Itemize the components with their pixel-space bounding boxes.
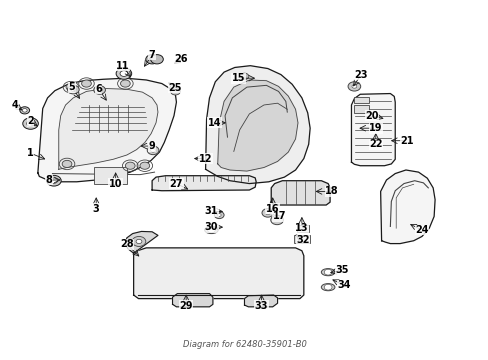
- Circle shape: [67, 85, 79, 94]
- Text: 25: 25: [168, 83, 182, 93]
- Polygon shape: [172, 294, 212, 307]
- Polygon shape: [271, 181, 329, 205]
- Polygon shape: [38, 78, 176, 182]
- Circle shape: [66, 84, 76, 91]
- Bar: [296, 225, 308, 232]
- Text: 6: 6: [95, 84, 102, 94]
- Text: 7: 7: [148, 50, 155, 60]
- Circle shape: [120, 80, 130, 87]
- Circle shape: [214, 211, 224, 219]
- Circle shape: [324, 284, 331, 290]
- Text: 10: 10: [109, 179, 122, 189]
- Circle shape: [132, 237, 145, 247]
- Circle shape: [240, 73, 248, 80]
- Circle shape: [71, 88, 76, 91]
- Text: 19: 19: [368, 123, 382, 133]
- Text: 17: 17: [272, 211, 285, 221]
- Text: 23: 23: [354, 69, 367, 80]
- Circle shape: [217, 213, 221, 216]
- Text: 1: 1: [27, 148, 34, 158]
- Polygon shape: [205, 66, 309, 184]
- Circle shape: [116, 68, 131, 79]
- Text: 27: 27: [169, 179, 183, 189]
- Circle shape: [347, 82, 360, 91]
- Text: 12: 12: [199, 154, 212, 163]
- Polygon shape: [125, 231, 158, 253]
- Polygon shape: [59, 89, 158, 169]
- Circle shape: [150, 149, 155, 152]
- Ellipse shape: [204, 226, 218, 234]
- Text: 29: 29: [179, 301, 192, 311]
- Ellipse shape: [321, 284, 334, 291]
- Text: 21: 21: [400, 136, 413, 146]
- Text: 30: 30: [204, 222, 218, 232]
- Circle shape: [145, 55, 158, 64]
- Circle shape: [97, 88, 102, 92]
- Circle shape: [262, 208, 273, 217]
- Bar: [94, 167, 126, 184]
- Text: 2: 2: [27, 116, 34, 126]
- Ellipse shape: [321, 269, 334, 276]
- Text: 35: 35: [334, 265, 348, 275]
- Circle shape: [46, 175, 61, 186]
- Text: 3: 3: [93, 203, 100, 213]
- Circle shape: [22, 109, 27, 112]
- Polygon shape: [351, 94, 394, 166]
- Circle shape: [20, 107, 30, 114]
- Text: 9: 9: [148, 141, 155, 151]
- Text: 34: 34: [337, 280, 350, 291]
- Circle shape: [150, 55, 163, 64]
- Circle shape: [125, 162, 135, 169]
- Text: 15: 15: [231, 73, 245, 83]
- Text: 13: 13: [295, 223, 308, 233]
- Circle shape: [50, 178, 58, 183]
- Text: 16: 16: [265, 203, 279, 213]
- Text: 14: 14: [207, 118, 221, 128]
- Circle shape: [23, 118, 38, 129]
- Circle shape: [27, 121, 34, 126]
- Text: 8: 8: [45, 175, 52, 185]
- Text: 20: 20: [365, 111, 378, 121]
- Text: 11: 11: [116, 61, 129, 71]
- Circle shape: [207, 227, 215, 233]
- Circle shape: [120, 71, 127, 76]
- Text: 31: 31: [204, 206, 218, 216]
- Circle shape: [81, 80, 91, 87]
- Bar: [354, 105, 368, 113]
- Polygon shape: [217, 80, 297, 171]
- Circle shape: [140, 162, 149, 169]
- Text: 4: 4: [12, 100, 19, 110]
- Text: 24: 24: [414, 225, 428, 235]
- Polygon shape: [152, 176, 256, 191]
- Circle shape: [170, 88, 180, 95]
- Text: 18: 18: [325, 186, 338, 197]
- Circle shape: [324, 269, 331, 275]
- Text: Diagram for 62480-35901-B0: Diagram for 62480-35901-B0: [182, 339, 306, 348]
- Bar: [354, 98, 368, 103]
- Polygon shape: [380, 170, 434, 244]
- Polygon shape: [133, 248, 303, 298]
- Text: 32: 32: [296, 235, 309, 245]
- Circle shape: [147, 146, 159, 155]
- Text: 28: 28: [120, 239, 133, 249]
- Circle shape: [265, 211, 270, 215]
- Text: 33: 33: [254, 301, 268, 311]
- Bar: [293, 235, 309, 243]
- Circle shape: [136, 239, 142, 244]
- Circle shape: [62, 160, 72, 167]
- Text: 5: 5: [68, 82, 75, 92]
- Circle shape: [270, 215, 283, 225]
- Text: 26: 26: [174, 54, 188, 64]
- Circle shape: [351, 85, 356, 88]
- Text: 22: 22: [368, 139, 382, 149]
- Circle shape: [94, 86, 105, 94]
- Polygon shape: [244, 295, 277, 307]
